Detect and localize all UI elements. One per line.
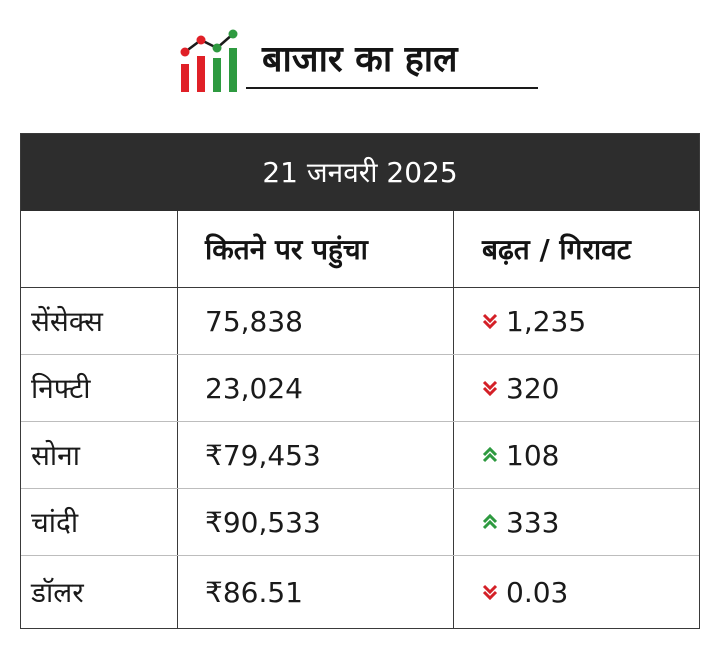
table-row: सेंसेक्स 75,838 1,235 bbox=[21, 288, 699, 355]
row-change: 1,235 bbox=[454, 288, 699, 354]
change-value: 108 bbox=[506, 438, 560, 472]
double-chevron-up-icon bbox=[482, 447, 498, 463]
title-underline bbox=[246, 87, 538, 89]
change-value: 1,235 bbox=[506, 304, 587, 338]
table-row: चांदी ₹90,533 333 bbox=[21, 489, 699, 556]
row-name: डॉलर bbox=[21, 556, 178, 628]
table-header-row: कितने पर पहुंचा बढ़त / गिरावट bbox=[21, 211, 699, 288]
double-chevron-up-icon bbox=[482, 514, 498, 530]
row-change: 108 bbox=[454, 422, 699, 488]
table-row: सोना ₹79,453 108 bbox=[21, 422, 699, 489]
page-header: बाजार का हाल bbox=[178, 28, 540, 92]
row-name: सोना bbox=[21, 422, 178, 488]
row-change: 320 bbox=[454, 355, 699, 421]
market-table: 21 जनवरी 2025 कितने पर पहुंचा बढ़त / गिर… bbox=[20, 133, 700, 629]
row-name: निफ्टी bbox=[21, 355, 178, 421]
header-change: बढ़त / गिरावट bbox=[482, 233, 631, 266]
change-value: 333 bbox=[506, 505, 560, 539]
change-value: 0.03 bbox=[506, 575, 569, 609]
table-row: डॉलर ₹86.51 0.03 bbox=[21, 556, 699, 628]
header-value: कितने पर पहुंचा bbox=[178, 211, 454, 287]
double-chevron-down-icon bbox=[482, 584, 498, 600]
row-value: ₹90,533 bbox=[178, 489, 454, 555]
row-name: चांदी bbox=[21, 489, 178, 555]
row-value: ₹79,453 bbox=[178, 422, 454, 488]
header-name bbox=[21, 211, 178, 287]
row-change: 0.03 bbox=[454, 556, 699, 628]
table-date: 21 जनवरी 2025 bbox=[21, 134, 699, 211]
row-change: 333 bbox=[454, 489, 699, 555]
row-value: 23,024 bbox=[178, 355, 454, 421]
row-value: 75,838 bbox=[178, 288, 454, 354]
double-chevron-down-icon bbox=[482, 380, 498, 396]
row-value: ₹86.51 bbox=[178, 556, 454, 628]
table-row: निफ्टी 23,024 320 bbox=[21, 355, 699, 422]
page-title: बाजार का हाल bbox=[262, 39, 458, 80]
chart-bars-icon bbox=[180, 29, 238, 92]
change-value: 320 bbox=[506, 371, 560, 405]
row-name: सेंसेक्स bbox=[21, 288, 178, 354]
double-chevron-down-icon bbox=[482, 313, 498, 329]
